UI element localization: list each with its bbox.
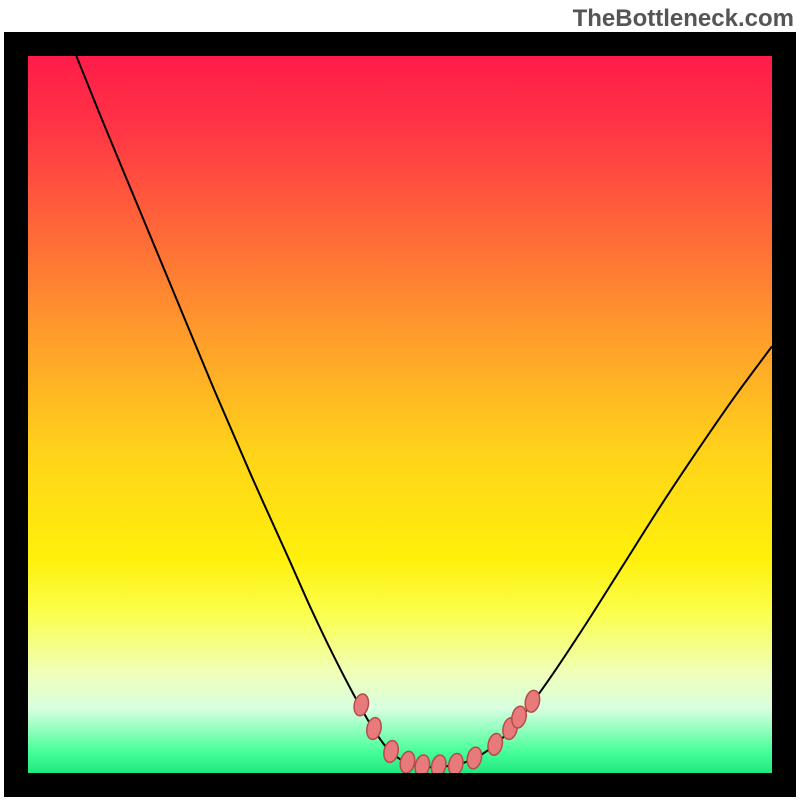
gradient-background bbox=[28, 56, 772, 773]
watermark-text: TheBottleneck.com bbox=[573, 5, 794, 32]
bottleneck-chart: TheBottleneck.com bbox=[0, 0, 800, 800]
